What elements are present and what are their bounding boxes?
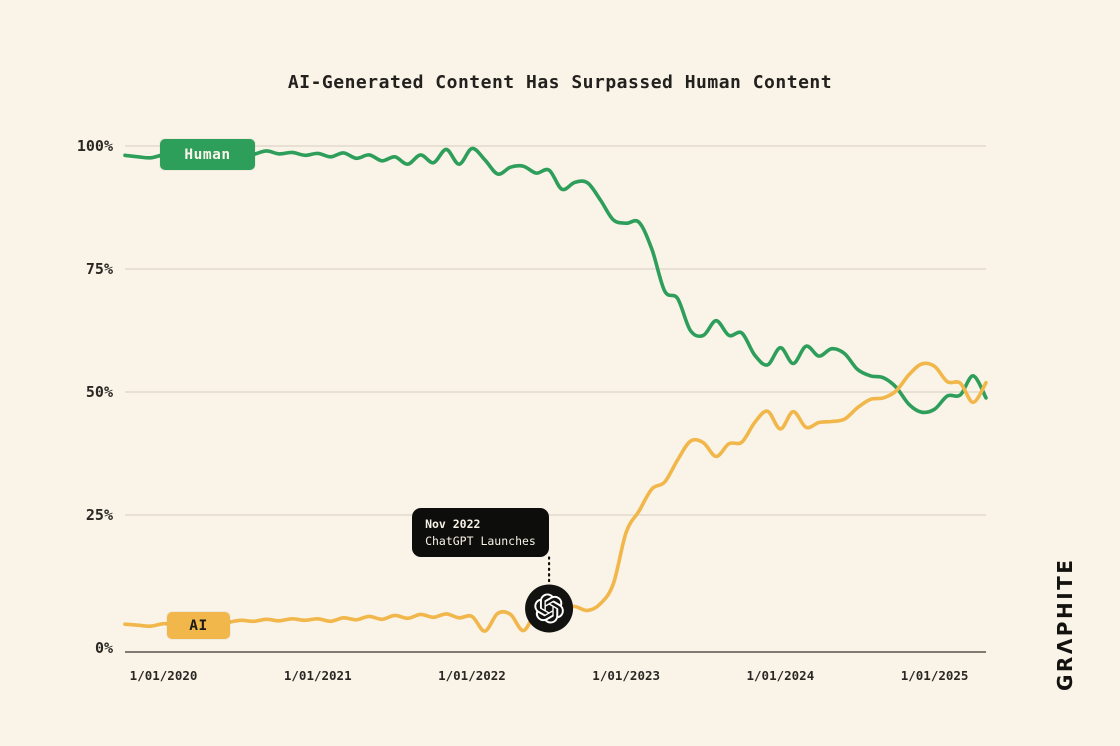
x-tick-label: 1/01/2024: [746, 668, 815, 683]
x-tick-label: 1/01/2020: [129, 668, 198, 683]
y-tick-label: 100%: [76, 137, 113, 155]
legend-badge-human: Human: [160, 139, 255, 170]
y-tick-label: 75%: [85, 260, 113, 278]
human-line: [123, 146, 988, 415]
y-tick-label: 50%: [85, 383, 113, 401]
y-tick-label: 0%: [94, 639, 113, 657]
annotation-date: Nov 2022: [425, 517, 481, 532]
chatgpt-marker: [525, 584, 574, 633]
x-tick-label: 1/01/2025: [900, 668, 969, 683]
openai-logo-icon: [534, 593, 564, 624]
y-tick-label: 25%: [85, 506, 113, 524]
page-title: AI-Generated Content Has Surpassed Human…: [287, 72, 833, 93]
annotation-tooltip: Nov 2022 ChatGPT Launches: [412, 508, 549, 558]
legend-human-label: Human: [184, 146, 231, 163]
x-tick-label: 1/01/2021: [283, 668, 352, 683]
legend-ai-label: AI: [189, 617, 208, 634]
annotation-text: ChatGPT Launches: [425, 533, 536, 548]
legend-badge-ai: AI: [167, 612, 230, 639]
x-tick-label: 1/01/2023: [592, 668, 661, 683]
graphite-wordmark: GRΛPHITE: [1053, 557, 1077, 691]
x-tick-label: 1/01/2022: [438, 668, 506, 683]
